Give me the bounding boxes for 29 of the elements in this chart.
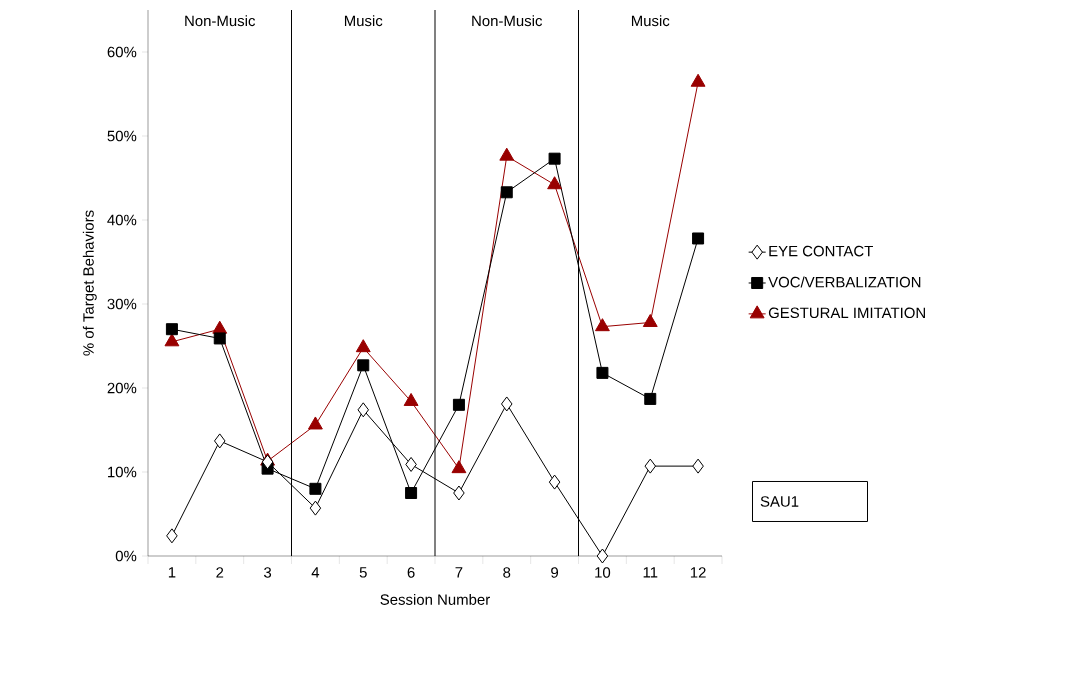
x-tick-label: 3 bbox=[263, 567, 272, 578]
y-tick-label: 60% bbox=[107, 46, 137, 58]
annotation: Music bbox=[344, 15, 383, 27]
x-tick-label: 1 bbox=[168, 567, 176, 578]
y-axis-title: % of Target Behaviors bbox=[82, 210, 97, 356]
y-tick-label: 30% bbox=[107, 298, 137, 310]
x-tick-label: 9 bbox=[551, 567, 559, 578]
text: SAU1 bbox=[760, 496, 799, 507]
y-tick-label: 40% bbox=[107, 214, 137, 226]
x-tick-label: 7 bbox=[455, 567, 463, 578]
x-tick-label: 5 bbox=[359, 567, 367, 578]
x-tick-label: 6 bbox=[407, 567, 415, 578]
legend-label: EYE CONTACT bbox=[769, 245, 873, 257]
annotation: Non-Music bbox=[472, 15, 543, 27]
x-tick-label: 8 bbox=[503, 567, 511, 578]
legend-label: VOC/VERBALIZATION bbox=[768, 276, 921, 288]
x-tick-label: 10 bbox=[595, 567, 611, 578]
legend-label: GESTURAL IMITATION bbox=[768, 307, 925, 319]
x-tick-label: 12 bbox=[690, 567, 706, 578]
annotation: Non-Music bbox=[185, 15, 256, 27]
y-tick-label: 10% bbox=[108, 466, 137, 478]
x-tick-label: 4 bbox=[311, 567, 320, 578]
y-tick-label: 20% bbox=[107, 382, 137, 394]
x-tick-label: 11 bbox=[643, 567, 658, 578]
y-tick-label: 50% bbox=[107, 130, 137, 142]
x-tick-label: 2 bbox=[216, 567, 224, 578]
annotation: Music bbox=[631, 15, 670, 27]
x-axis-title: Session Number bbox=[380, 593, 490, 605]
y-tick-label: 0% bbox=[115, 550, 137, 562]
